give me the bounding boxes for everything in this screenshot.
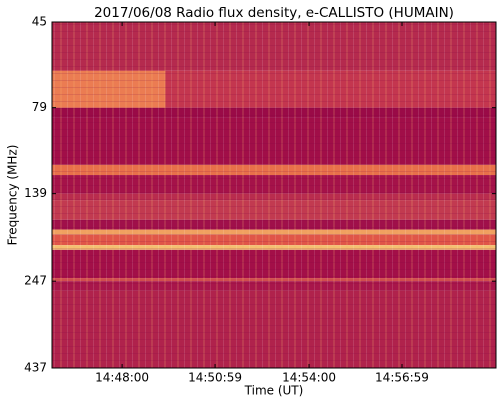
texture xyxy=(52,22,496,368)
x-tick-label: 14:48:00 xyxy=(95,371,149,385)
y-tick-label: 139 xyxy=(24,186,47,200)
y-tick-label: 45 xyxy=(32,15,47,29)
axes: 45 79 139 247 437 14:48:00 14:50:59 14:54:00 14:… xyxy=(24,15,496,385)
x-axis-label: Time (UT) xyxy=(244,384,304,398)
y-tick-label: 437 xyxy=(24,361,47,375)
x-tick-label: 14:50:59 xyxy=(188,371,242,385)
y-tick-label: 247 xyxy=(24,274,47,288)
x-tick-label: 14:56:59 xyxy=(375,371,429,385)
x-tick-label: 14:54:00 xyxy=(282,371,336,385)
y-axis-label: Frequency (MHz) xyxy=(6,145,20,246)
y-tick-label: 79 xyxy=(32,100,47,114)
chart-title: 2017/06/08 Radio flux density, e-CALLIST… xyxy=(94,5,454,21)
plot-frame xyxy=(51,21,497,369)
